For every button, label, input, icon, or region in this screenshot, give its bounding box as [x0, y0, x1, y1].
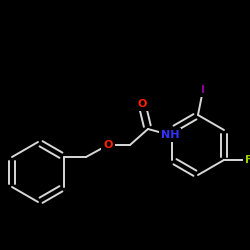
Text: I: I — [201, 85, 205, 95]
Text: O: O — [137, 99, 147, 109]
Text: F: F — [245, 155, 250, 165]
Text: F: F — [245, 155, 250, 165]
Text: O: O — [137, 99, 147, 109]
Text: I: I — [201, 85, 205, 95]
Text: NH: NH — [161, 130, 179, 140]
Text: NH: NH — [161, 130, 179, 140]
Text: O: O — [103, 140, 113, 150]
Text: O: O — [103, 140, 113, 150]
